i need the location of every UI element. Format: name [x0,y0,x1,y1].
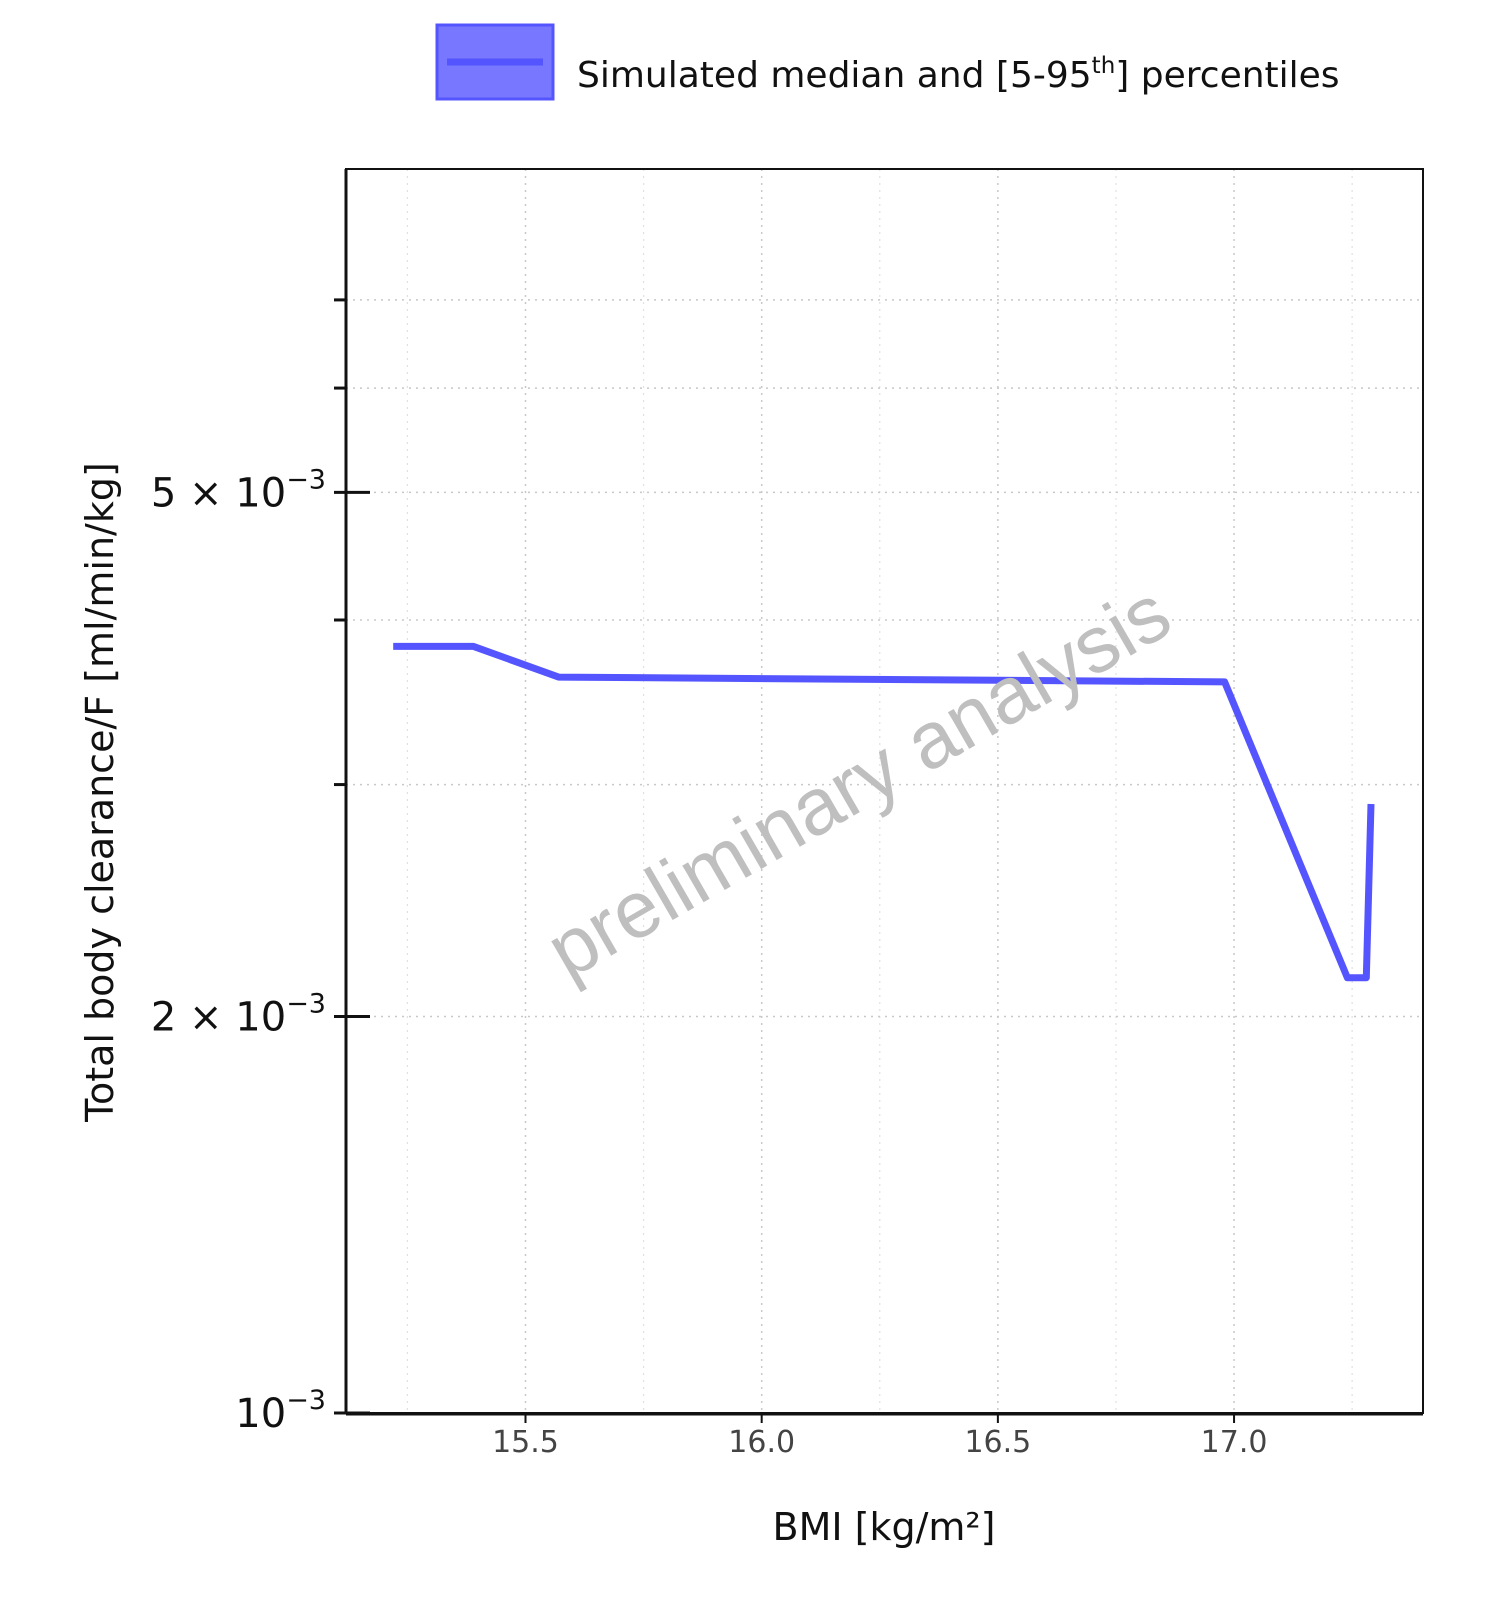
series-layer [393,642,1375,982]
x-axis-ticks: 15.5 16.0 16.5 17.0 [492,1413,1267,1460]
y-axis-title: Total body clearance/F [ml/min/kg] [78,462,122,1123]
x-tick-label: 15.5 [492,1425,559,1460]
legend-label-end: ] percentiles [1115,55,1339,96]
legend-label-main: Simulated median and [5-95 [577,55,1092,96]
legend: Simulated median and [5-95th] percentile… [435,23,1340,101]
legend-label-sup: th [1092,53,1116,79]
x-tick-label: 17.0 [1201,1425,1268,1460]
x-axis-title: BMI [kg/m²] [773,1505,996,1549]
x-tick-label: 16.5 [964,1425,1031,1460]
watermark: preliminary analysis [532,567,1185,995]
x-tick-label: 16.0 [728,1425,795,1460]
y-tick-label: 2 × 10−3 [151,989,326,1041]
y-axis-ticks: 5 × 10−3 2 × 10−3 10−3 [151,298,370,1437]
legend-label: Simulated median and [5-95th] percentile… [577,53,1340,96]
axes [344,168,1424,1416]
y-tick-label: 10−3 [235,1385,326,1437]
y-tick-label: 5 × 10−3 [151,464,326,516]
series-line [393,642,1375,982]
